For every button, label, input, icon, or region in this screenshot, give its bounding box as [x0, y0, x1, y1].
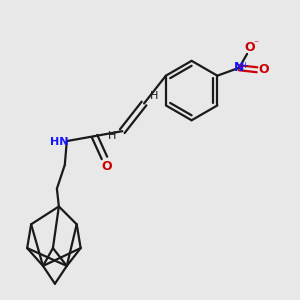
- Text: ⁻: ⁻: [254, 39, 259, 49]
- Text: HN: HN: [50, 137, 68, 147]
- Text: O: O: [259, 63, 269, 76]
- Text: N: N: [234, 61, 244, 74]
- Text: O: O: [101, 160, 112, 173]
- Text: H: H: [108, 131, 117, 141]
- Text: +: +: [242, 61, 248, 70]
- Text: H: H: [150, 91, 158, 100]
- Text: O: O: [245, 41, 255, 55]
